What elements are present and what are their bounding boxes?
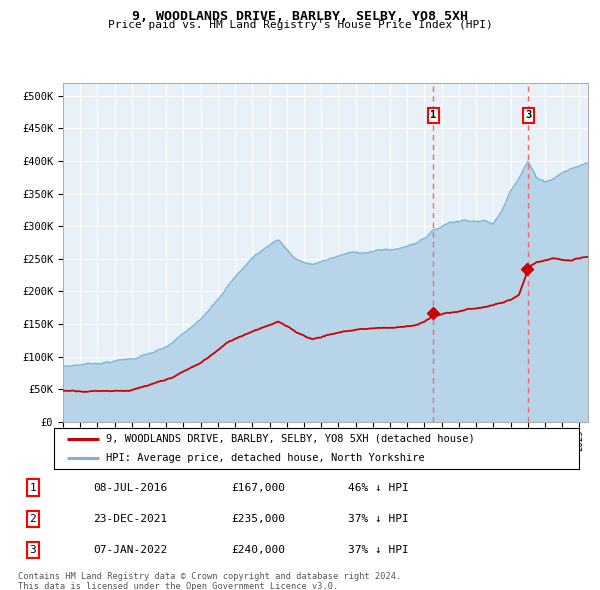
Text: 2: 2 [29, 514, 37, 524]
Text: 08-JUL-2016: 08-JUL-2016 [93, 483, 167, 493]
Text: 3: 3 [525, 110, 532, 120]
Text: 9, WOODLANDS DRIVE, BARLBY, SELBY, YO8 5XH (detached house): 9, WOODLANDS DRIVE, BARLBY, SELBY, YO8 5… [107, 434, 475, 444]
Text: 37% ↓ HPI: 37% ↓ HPI [348, 514, 409, 524]
Text: This data is licensed under the Open Government Licence v3.0.: This data is licensed under the Open Gov… [18, 582, 338, 590]
Text: £235,000: £235,000 [231, 514, 285, 524]
Text: 9, WOODLANDS DRIVE, BARLBY, SELBY, YO8 5XH: 9, WOODLANDS DRIVE, BARLBY, SELBY, YO8 5… [132, 10, 468, 23]
Text: 1: 1 [430, 110, 437, 120]
Text: £240,000: £240,000 [231, 545, 285, 555]
Text: 1: 1 [29, 483, 37, 493]
Text: £167,000: £167,000 [231, 483, 285, 493]
Text: Contains HM Land Registry data © Crown copyright and database right 2024.: Contains HM Land Registry data © Crown c… [18, 572, 401, 581]
Text: 23-DEC-2021: 23-DEC-2021 [93, 514, 167, 524]
Text: 37% ↓ HPI: 37% ↓ HPI [348, 545, 409, 555]
Text: 46% ↓ HPI: 46% ↓ HPI [348, 483, 409, 493]
Text: HPI: Average price, detached house, North Yorkshire: HPI: Average price, detached house, Nort… [107, 453, 425, 463]
Text: 07-JAN-2022: 07-JAN-2022 [93, 545, 167, 555]
Text: 3: 3 [29, 545, 37, 555]
Text: Price paid vs. HM Land Registry's House Price Index (HPI): Price paid vs. HM Land Registry's House … [107, 20, 493, 30]
